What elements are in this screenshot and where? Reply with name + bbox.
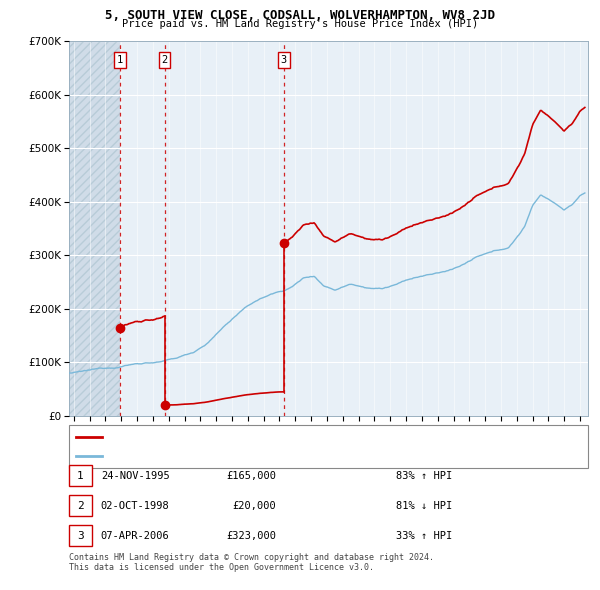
Text: £20,000: £20,000 — [232, 501, 276, 510]
Text: Price paid vs. HM Land Registry's House Price Index (HPI): Price paid vs. HM Land Registry's House … — [122, 19, 478, 29]
Text: 2: 2 — [77, 501, 84, 510]
Text: 81% ↓ HPI: 81% ↓ HPI — [396, 501, 452, 510]
Text: 33% ↑ HPI: 33% ↑ HPI — [396, 531, 452, 540]
Text: This data is licensed under the Open Government Licence v3.0.: This data is licensed under the Open Gov… — [69, 563, 374, 572]
Text: HPI: Average price, detached house, South Staffordshire: HPI: Average price, detached house, Sout… — [107, 451, 382, 460]
Bar — [69, 41, 120, 416]
Text: £323,000: £323,000 — [226, 531, 276, 540]
Text: 02-OCT-1998: 02-OCT-1998 — [101, 501, 170, 510]
Text: 24-NOV-1995: 24-NOV-1995 — [101, 471, 170, 480]
Text: 3: 3 — [281, 55, 287, 65]
Text: 1: 1 — [77, 471, 84, 480]
Text: 83% ↑ HPI: 83% ↑ HPI — [396, 471, 452, 480]
Text: £165,000: £165,000 — [226, 471, 276, 480]
Text: 5, SOUTH VIEW CLOSE, CODSALL, WOLVERHAMPTON, WV8 2JD (detached house): 5, SOUTH VIEW CLOSE, CODSALL, WOLVERHAMP… — [107, 433, 452, 442]
Text: 2: 2 — [161, 55, 168, 65]
Text: 07-APR-2006: 07-APR-2006 — [101, 531, 170, 540]
Text: 3: 3 — [77, 531, 84, 540]
Text: 5, SOUTH VIEW CLOSE, CODSALL, WOLVERHAMPTON, WV8 2JD: 5, SOUTH VIEW CLOSE, CODSALL, WOLVERHAMP… — [105, 9, 495, 22]
Text: Contains HM Land Registry data © Crown copyright and database right 2024.: Contains HM Land Registry data © Crown c… — [69, 553, 434, 562]
Text: 1: 1 — [117, 55, 123, 65]
